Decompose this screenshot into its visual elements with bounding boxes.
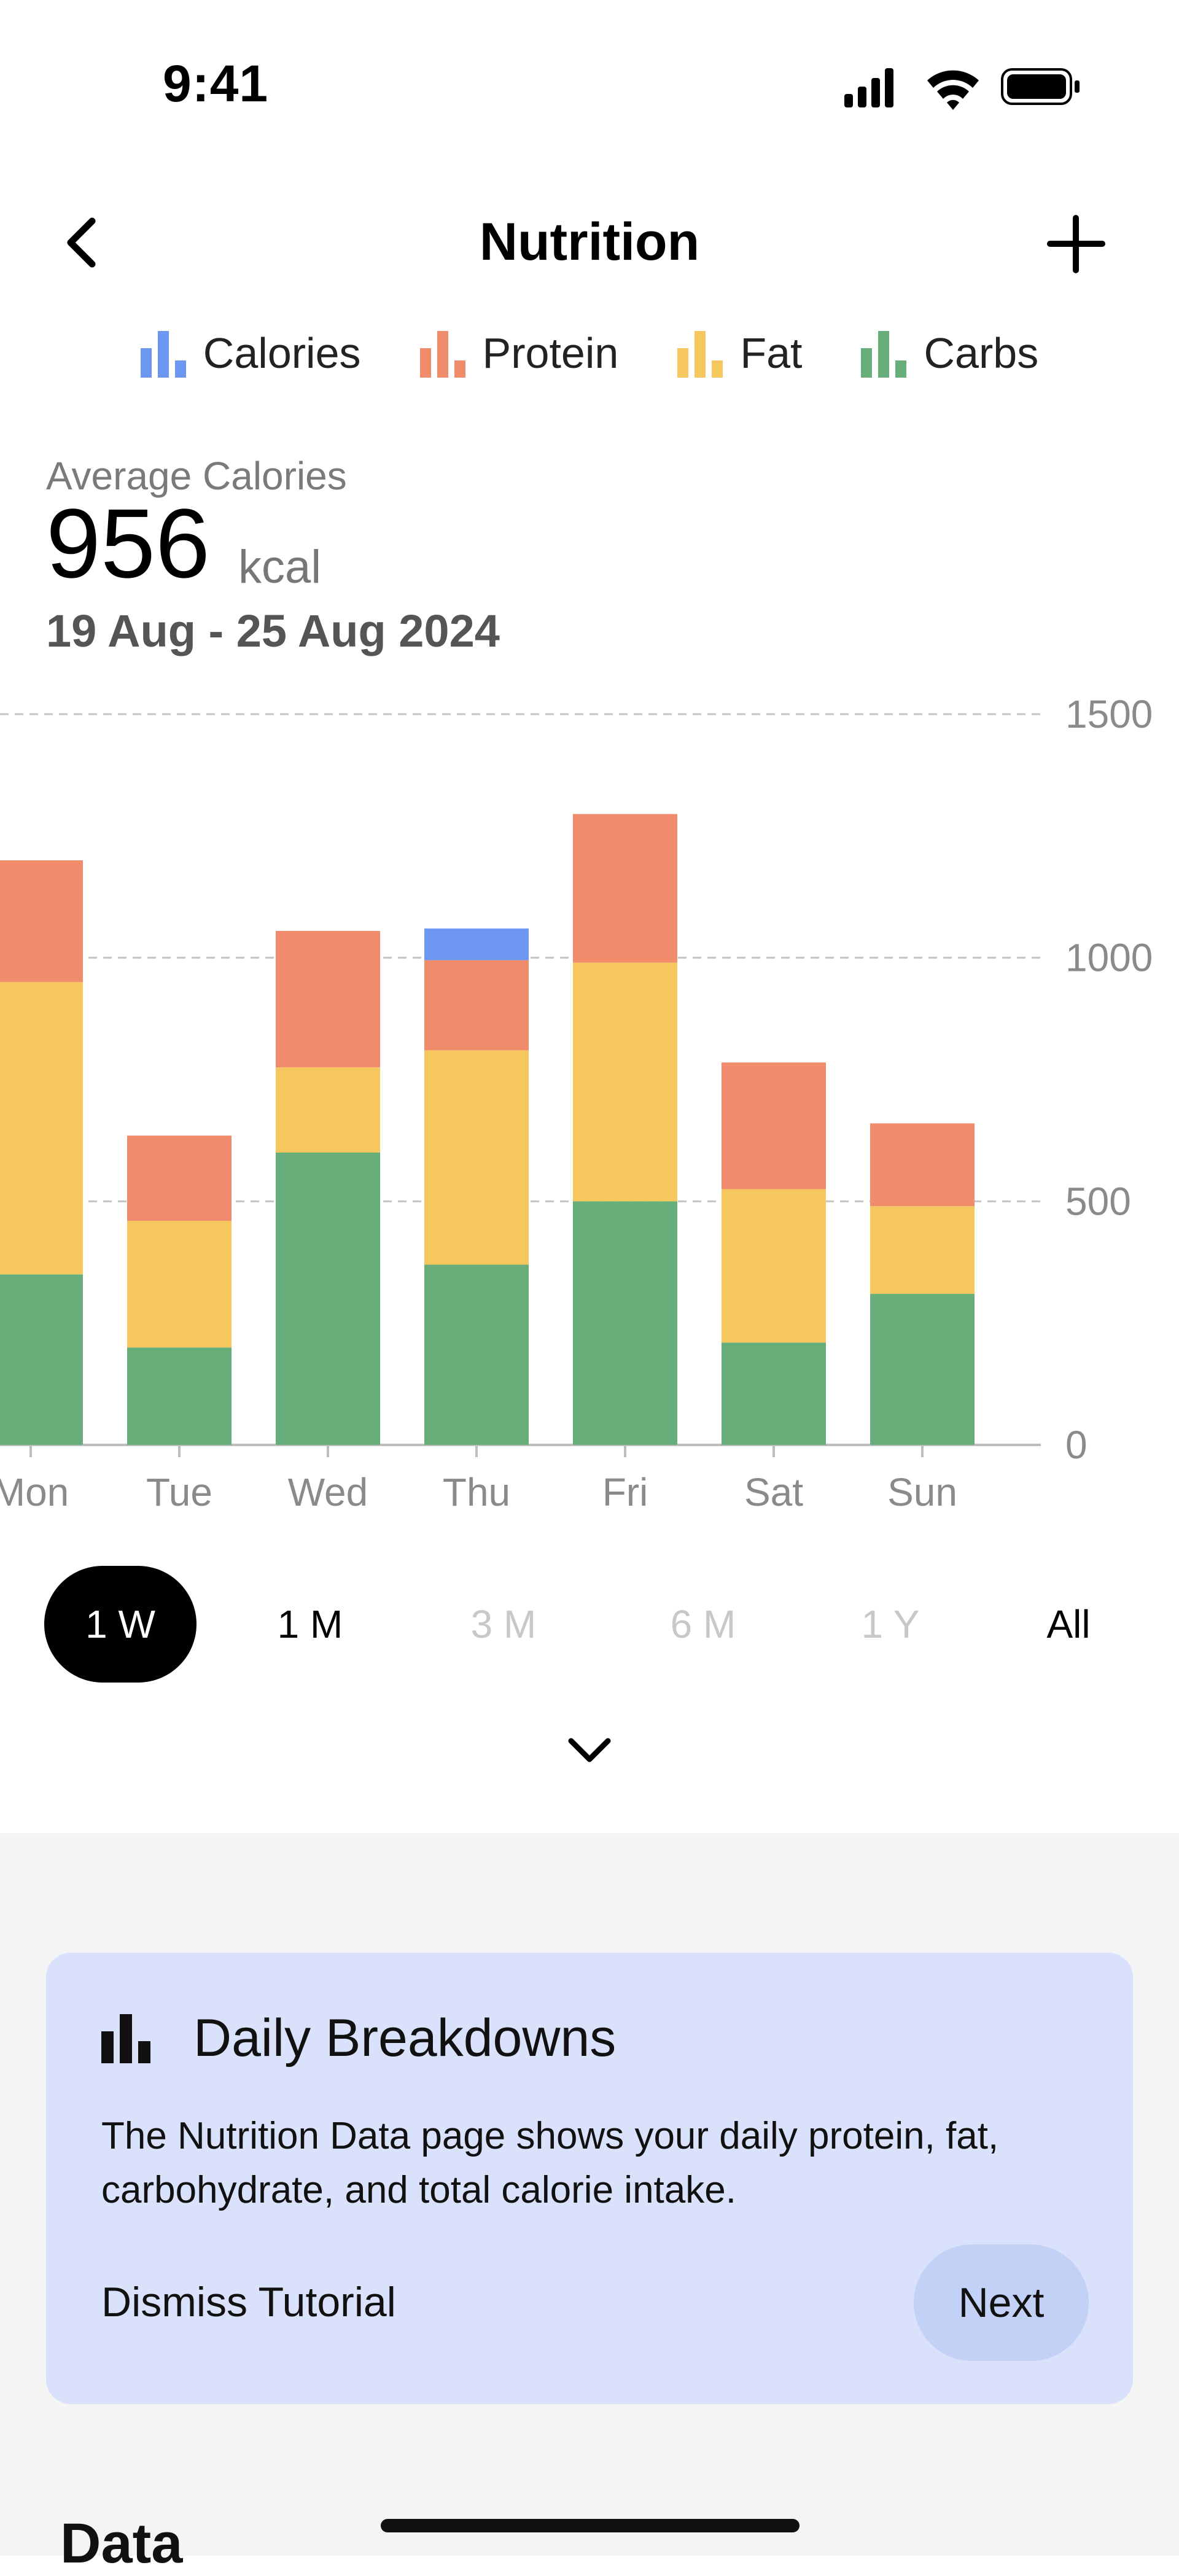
bar-segment-carbs [573,1201,677,1445]
average-calories-value: 956 [46,488,210,598]
bar-segment-fat [127,1221,232,1348]
nutrition-chart: 0 500 1000 1500 Mon Tue Wed Thu Fri Sat Sun [0,692,1153,1514]
bar-chart-legend-icon [419,331,465,378]
bar-segment-fat [424,1050,529,1265]
next-button[interactable]: Next [914,2244,1089,2361]
data-section-heading: Data [60,2512,183,2575]
bar-segment-carbs [722,1342,826,1445]
bar-segment-carbs [870,1294,975,1445]
average-calories-label: Average Calories [46,454,347,498]
battery-icon [1001,68,1080,105]
signal-icon [844,68,893,107]
bar-segment-protein [870,1123,975,1207]
bar-segment-protein [0,860,83,983]
bar-segment-fat [722,1189,826,1343]
legend-item-calories: Calories [140,329,361,378]
dismiss-tutorial-button[interactable]: Dismiss Tutorial [101,2279,396,2325]
legend-label: Calories [203,329,361,377]
legend-item-fat: Fat [677,329,802,378]
x-tick-label: Wed [288,1470,368,1514]
range-option[interactable]: 1 W [44,1566,196,1683]
bar-chart-legend-icon [861,331,907,378]
bar-chart-icon [101,2014,150,2063]
bar-segment-fat [870,1206,975,1294]
chevron-down-icon [568,1738,611,1762]
bar-segment-protein [573,814,677,963]
y-tick-label: 500 [1065,1179,1131,1223]
status-time: 9:41 [163,55,269,112]
x-tick-label: Thu [443,1470,510,1514]
chevron-left-icon [67,217,96,268]
range-option[interactable]: 1 M [277,1602,343,1646]
y-tick-label: 0 [1065,1423,1088,1467]
legend-label: Fat [740,329,803,377]
range-option: 3 M [470,1602,537,1646]
wifi-icon [927,70,979,110]
x-tick-label: Sun [887,1470,957,1514]
plus-icon [1047,215,1105,273]
average-calories-unit: kcal [238,541,322,593]
bar-segment-protein [276,931,380,1068]
page-title: Nutrition [479,212,700,271]
tutorial-title: Daily Breakdowns [193,2009,617,2068]
bar-segment-protein [722,1062,826,1189]
x-tick-label: Fri [602,1470,648,1514]
legend-item-protein: Protein [419,329,619,378]
legend-label: Protein [482,329,619,377]
range-option: 1 Y [861,1602,920,1646]
home-indicator [381,2519,800,2532]
tutorial-card: Daily Breakdowns The Nutrition Data page… [46,1953,1133,2404]
x-tick-label: Mon [0,1470,69,1514]
bar-segment-fat [573,962,677,1202]
time-range-selector: 1 W 1 M 3 M 6 M 1 Y All [0,1566,1179,1683]
status-icons [844,68,1080,110]
tutorial-body: The Nutrition Data page shows your daily… [101,2115,999,2211]
range-option: 6 M [670,1602,736,1646]
bar-segment-carbs [0,1274,83,1445]
legend-label: Carbs [924,329,1039,377]
y-tick-label: 1500 [1065,692,1153,736]
expand-button[interactable] [559,1726,620,1775]
bar-segment-carbs [424,1264,529,1445]
bar-segment-calories [424,928,529,960]
y-tick-label: 1000 [1065,936,1153,980]
bar-chart-legend-icon [677,331,723,378]
add-button[interactable] [1044,212,1108,276]
bar-segment-fat [0,982,83,1275]
x-tick-label: Sat [744,1470,803,1514]
back-button[interactable] [58,209,107,276]
bar-chart-legend-icon [140,331,186,378]
bar-segment-carbs [276,1153,380,1445]
date-range: 19 Aug - 25 Aug 2024 [46,605,500,656]
x-tick-label: Tue [146,1470,212,1514]
bar-segment-fat [276,1067,380,1153]
bar-segment-protein [424,960,529,1051]
bar-segment-carbs [127,1347,232,1445]
chart-legend: Calories Protein Fat Carbs [0,329,1179,378]
legend-item-carbs: Carbs [861,329,1038,378]
bar-segment-protein [127,1135,232,1221]
range-option[interactable]: All [1046,1602,1091,1646]
